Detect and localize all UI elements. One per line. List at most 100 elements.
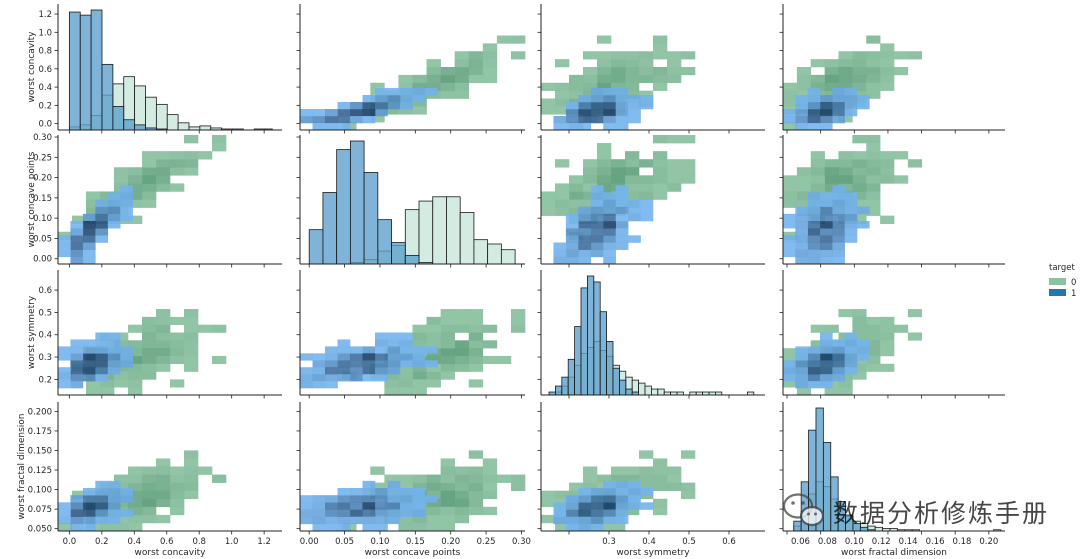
heatmap-cell-target-1: [375, 523, 388, 532]
heatmap-cell-target-1: [820, 109, 833, 117]
heatmap-cell-target-0: [426, 506, 441, 516]
heatmap-cell-target-0: [496, 474, 512, 483]
heatmap-cell-target-0: [852, 159, 867, 168]
heatmap-cell-target-0: [482, 466, 498, 475]
heatmap-cell-target-1: [362, 95, 376, 103]
heatmap-cell-target-0: [810, 175, 825, 184]
heatmap-cell-target-0: [142, 183, 157, 192]
heatmap-cell-target-0: [555, 199, 570, 208]
heatmap-cell-target-1: [795, 256, 808, 265]
heatmap-cell-target-0: [426, 522, 441, 532]
heatmap-cell-target-1: [844, 346, 858, 354]
heatmap-cell-target-1: [312, 109, 326, 117]
x-tick-label: 0.00: [300, 537, 319, 547]
heatmap-cell-target-1: [844, 228, 858, 236]
heatmap-cell-target-0: [170, 183, 185, 192]
heatmap-cell-target-1: [640, 213, 654, 222]
heatmap-cell-target-0: [412, 82, 427, 91]
heatmap-cell-target-1: [565, 256, 579, 265]
heatmap-cell-target-0: [569, 490, 584, 500]
heatmap-cell-target-0: [468, 74, 484, 84]
heatmap-cell-target-1: [807, 192, 821, 200]
histogram-bar-target-1: [593, 281, 601, 396]
heatmap-cell-target-0: [866, 135, 881, 144]
heatmap-cell-target-0: [482, 43, 498, 52]
heatmap-cell-target-0: [212, 324, 227, 333]
heatmap-cell-target-0: [212, 135, 227, 144]
heatmap-cell-target-0: [496, 355, 512, 365]
y-tick-label: 0.8: [38, 47, 52, 57]
heatmap-cell-target-0: [184, 135, 199, 144]
heatmap-cell-target-1: [807, 116, 821, 124]
heatmap-cell-target-1: [107, 206, 121, 215]
heatmap-cell-target-1: [107, 339, 121, 347]
heatmap-cell-target-0: [454, 514, 470, 524]
heatmap-cell-target-0: [398, 522, 413, 532]
heatmap-cell-target-0: [810, 151, 825, 160]
heatmap-cell-target-0: [783, 175, 798, 184]
heatmap-cell-target-1: [312, 509, 326, 517]
heatmap-cell-target-1: [795, 353, 808, 361]
heatmap-cell-target-0: [482, 482, 498, 491]
heatmap-cell-target-1: [832, 367, 845, 375]
heatmap-cell-target-1: [615, 102, 629, 110]
heatmap-cell-target-0: [852, 135, 867, 144]
heatmap-cell-target-0: [866, 207, 881, 216]
x-axis-title: worst concave points: [365, 548, 461, 558]
heatmap-cell-target-1: [832, 88, 845, 96]
histogram-bar-target-1: [101, 63, 114, 131]
heatmap-cell-target-0: [852, 191, 867, 200]
histogram-bar-target-0: [134, 85, 146, 131]
heatmap-cell-target-1: [565, 516, 579, 525]
heatmap-cell-target-0: [838, 74, 853, 84]
heatmap-cell-target-1: [95, 502, 109, 510]
heatmap-cell-target-0: [142, 466, 157, 475]
heatmap-cell-target-0: [667, 51, 682, 60]
heatmap-cell-target-1: [783, 367, 796, 375]
heatmap-cell-target-1: [795, 346, 808, 354]
heatmap-cell-target-1: [807, 256, 821, 265]
x-tick-label: 0.06: [791, 537, 810, 547]
heatmap-cell-target-0: [426, 316, 441, 325]
heatmap-cell-target-1: [325, 374, 338, 382]
heatmap-cell-target-1: [603, 206, 616, 215]
heatmap-cell-target-0: [510, 309, 526, 318]
heatmap-cell-target-0: [426, 482, 441, 491]
heatmap-cell-target-0: [170, 506, 185, 516]
heatmap-cell-target-0: [783, 379, 798, 388]
heatmap-cell-target-0: [370, 114, 385, 123]
heatmap-cell-target-0: [880, 340, 895, 349]
heatmap-cell-target-0: [653, 466, 668, 475]
heatmap-cell-target-0: [100, 387, 115, 396]
heatmap-cell-target-1: [783, 249, 796, 258]
heatmap-cell-target-0: [880, 151, 895, 160]
heatmap-cell-target-0: [156, 167, 171, 176]
x-tick-label: 0.4: [128, 537, 142, 547]
heatmap-cell-target-1: [412, 488, 426, 496]
heatmap-cell-target-1: [807, 199, 821, 207]
heatmap-cell-target-0: [852, 175, 867, 184]
heatmap-cell-target-0: [412, 474, 427, 483]
heatmap-cell-target-0: [184, 355, 199, 365]
heatmap-cell-target-0: [184, 167, 199, 176]
y-tick-label: 0.0: [38, 120, 52, 130]
histogram-bar-target-1: [79, 14, 92, 131]
heatmap-cell-target-0: [156, 514, 171, 524]
histogram-bar-target-0: [155, 103, 168, 131]
heatmap-cell-target-0: [866, 324, 881, 333]
heatmap-cell-target-1: [82, 235, 96, 243]
heatmap-cell-target-1: [807, 381, 821, 389]
heatmap-cell-target-0: [653, 458, 668, 467]
heatmap-cell-target-1: [565, 116, 579, 124]
heatmap-cell-target-1: [628, 199, 641, 207]
heatmap-cell-target-1: [387, 480, 401, 489]
heatmap-cell-target-1: [70, 339, 84, 347]
heatmap-cell-target-0: [783, 90, 798, 99]
heatmap-cell-target-1: [95, 488, 109, 496]
histogram-bar-target-1: [404, 255, 420, 265]
heatmap-cell-target-1: [615, 242, 629, 250]
heatmap-cell-target-0: [597, 151, 612, 160]
heatmap-cell-target-0: [681, 135, 696, 144]
heatmap-cell-target-0: [142, 324, 157, 333]
heatmap-cell-target-1: [58, 509, 71, 517]
